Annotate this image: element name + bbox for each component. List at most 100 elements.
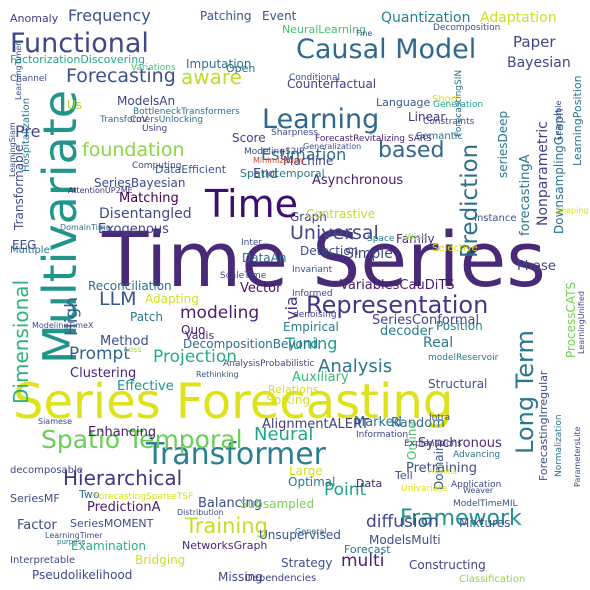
word: decomposable [10, 465, 83, 476]
word: NetworksGraph [182, 539, 268, 552]
word: Two [79, 488, 100, 501]
word: FactorizationDiscovering [10, 53, 146, 66]
word: Forecasting [66, 65, 176, 87]
word: Prompt [69, 344, 130, 364]
word: Space [367, 234, 395, 244]
word: SeriesBayesian [94, 176, 186, 190]
word: Dependencies [245, 573, 317, 584]
word: Using [142, 124, 168, 134]
word: NeuralLearning [282, 23, 367, 36]
word: Pretraining [406, 461, 478, 476]
word: Domain [432, 443, 446, 490]
word: LearningTimer [45, 531, 103, 540]
word: Learning [262, 104, 380, 135]
word: Pre [15, 122, 41, 141]
word: Reconciliation [88, 279, 172, 293]
word: Hierarchical [63, 466, 183, 490]
word: Structural [428, 377, 488, 391]
word: Marked [354, 415, 402, 430]
word: foundation [82, 139, 185, 161]
word: Inter [241, 238, 263, 248]
word: Minimization [253, 156, 304, 165]
word: forecastingA [518, 154, 533, 236]
word: Linear [408, 110, 446, 124]
word: VariablesCauDiTS [340, 278, 455, 293]
word: Paper [513, 33, 556, 51]
word: based [378, 138, 445, 163]
word: Synchronous [418, 436, 502, 451]
word: LearningTimer [14, 42, 23, 100]
word: Interpretable [10, 555, 76, 566]
word: Empirical [283, 320, 339, 334]
word: Graph [290, 210, 327, 224]
word: Siamese [38, 417, 73, 426]
word: Forecast [344, 543, 391, 556]
word: Variations [131, 63, 176, 73]
word: Framework [400, 506, 522, 531]
word: AlignmentALERT [262, 417, 369, 432]
word: Weaver [463, 486, 494, 495]
word: Adapting [145, 292, 199, 306]
word: ForecastRevitalizing SARS [315, 134, 432, 144]
word: Method [100, 334, 149, 349]
word: Large [289, 464, 323, 478]
word: Conditional [289, 73, 340, 83]
word: Series Forecasting [13, 374, 454, 430]
word: Shaping [556, 206, 589, 215]
word: Disentangled [99, 206, 192, 222]
word: General [295, 527, 327, 536]
word: Us [67, 98, 83, 112]
word: Time Series [102, 215, 546, 304]
word: Vector [240, 281, 282, 296]
word: Functional [10, 28, 149, 59]
word: Language [376, 96, 431, 109]
word: Exogenous [98, 222, 169, 237]
word: Information [356, 430, 409, 440]
word: TransformersUnlocking [100, 115, 204, 125]
word: ModelTimeMIL [453, 499, 518, 509]
word: AttentionUP2ME [68, 186, 133, 195]
word: Vadis [185, 329, 215, 342]
word: SeriesMF [10, 492, 60, 505]
word: Data [356, 477, 383, 490]
word: Machine [283, 154, 334, 168]
word: Imputation [186, 57, 252, 71]
word: Random [391, 416, 445, 431]
word: Frequency [68, 6, 151, 25]
word: Quo [181, 323, 206, 337]
word: Causal Model [296, 34, 477, 65]
word: Examination [71, 539, 147, 553]
word: Mixtures [459, 516, 511, 530]
word: Factor [17, 518, 57, 533]
word: Unsupervised [259, 528, 341, 542]
word: Learnable [554, 100, 563, 140]
word: Analysis [318, 356, 393, 377]
word: Missing [218, 570, 263, 584]
word: Effective [117, 379, 174, 394]
word: Transformer [146, 437, 327, 472]
word: Constructing [409, 558, 486, 572]
word: Training [185, 514, 268, 538]
word: Strategy [281, 556, 333, 570]
word: Bridging [135, 553, 186, 567]
word: Family [396, 232, 435, 246]
word: Tell [395, 469, 413, 482]
word: decoder [380, 324, 433, 339]
word: denoising [293, 310, 337, 320]
word: multi [341, 551, 385, 571]
word: Phase [517, 259, 556, 274]
word: Multiple [10, 245, 50, 256]
word: DataAn [242, 251, 287, 265]
word: Score [232, 131, 266, 145]
word: Rethinking [196, 370, 239, 379]
word: LearningUnified [577, 291, 586, 354]
word: Short [432, 94, 459, 105]
word: Subsampled [240, 497, 315, 511]
word: LearningSiam [8, 122, 17, 177]
word: Relations [268, 383, 319, 396]
word: LearningPosition [571, 75, 584, 166]
word: Open [226, 62, 256, 75]
word: purpose [57, 538, 86, 546]
word: AnalysisProbabilistic [223, 359, 315, 369]
